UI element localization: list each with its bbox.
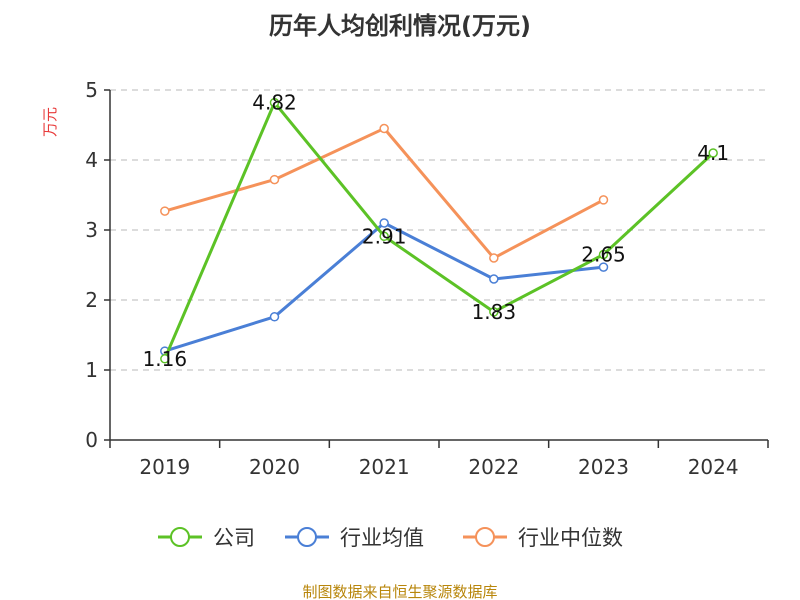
data-point (269, 312, 280, 322)
series-lines (160, 97, 718, 364)
data-label: 4.82 (252, 91, 297, 115)
data-point (489, 253, 499, 263)
y-axis-label: 万元 (41, 107, 59, 137)
x-tick-label: 2024 (688, 455, 739, 479)
legend-marker (297, 527, 317, 547)
legend-marker (475, 527, 495, 547)
y-tick-label: 5 (85, 78, 98, 102)
y-tick-label: 0 (85, 428, 98, 452)
legend-item-3[interactable]: 行业中位数 (463, 526, 623, 550)
y-tick-label: 4 (85, 148, 98, 172)
axes: 0 1 2 3 4 5 2019 2020 2021 2022 2023 2024 (85, 78, 769, 479)
data-point (708, 148, 718, 158)
data-point (489, 274, 499, 284)
data-point (269, 174, 280, 185)
data-point (379, 123, 389, 134)
y-tick-label: 1 (85, 358, 98, 382)
x-tick-label: 2022 (468, 455, 519, 479)
data-label: 4.1 (697, 141, 729, 165)
data-point (269, 97, 280, 108)
data-point (489, 307, 499, 317)
data-label: 2.91 (362, 224, 407, 248)
legend-label: 行业均值 (340, 526, 424, 550)
source-note: 制图数据来自恒生聚源数据库 (302, 583, 497, 600)
data-point (598, 249, 609, 260)
data-label: 1.16 (143, 347, 188, 371)
chart-title: 历年人均创利情况(万元) (269, 12, 531, 40)
legend[interactable]: 公司 行业均值 行业中位数 (158, 526, 623, 550)
legend-label: 公司 (213, 526, 255, 550)
series-line-1 (163, 101, 715, 360)
legend-item-2[interactable]: 行业均值 (285, 526, 424, 550)
y-tick-label: 3 (85, 218, 98, 242)
x-tick-label: 2021 (359, 455, 410, 479)
x-tick-label: 2020 (249, 455, 300, 479)
data-labels: 1.16 4.82 2.91 1.83 2.65 4.1 (143, 91, 730, 371)
data-point (598, 262, 609, 272)
y-tick-label: 2 (85, 288, 98, 312)
data-point (379, 218, 389, 228)
data-point (598, 195, 609, 205)
grid-lines (110, 89, 768, 371)
data-point (160, 206, 170, 216)
legend-marker (170, 527, 190, 547)
data-point (160, 354, 170, 364)
data-label: 1.83 (472, 300, 517, 324)
data-label: 2.65 (581, 243, 626, 267)
legend-item-1[interactable]: 公司 (158, 526, 255, 550)
legend-label: 行业中位数 (518, 526, 623, 550)
x-tick-label: 2023 (578, 455, 629, 479)
data-point (379, 231, 389, 242)
x-tick-label: 2019 (139, 455, 190, 479)
